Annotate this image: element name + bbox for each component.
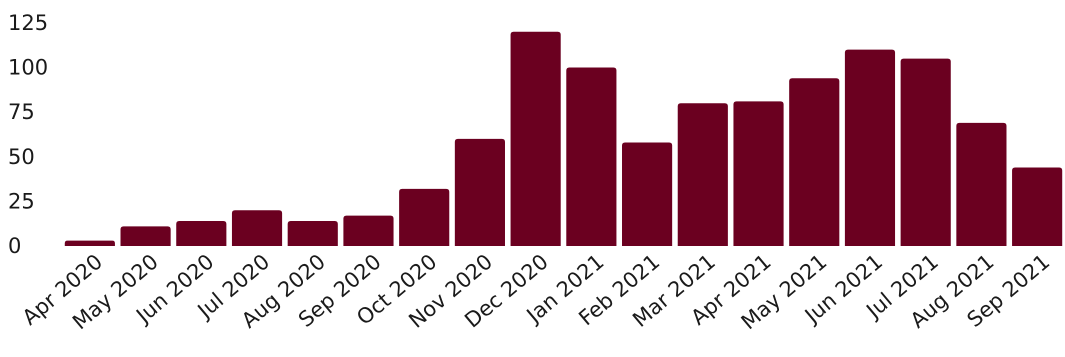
y-tick-label: 0 [8, 234, 21, 258]
y-tick-label: 50 [8, 145, 35, 169]
bar [622, 142, 673, 246]
bar [454, 138, 505, 246]
bar [733, 101, 784, 246]
bar [231, 210, 283, 246]
bar [343, 215, 394, 246]
bar [677, 103, 728, 246]
bar [176, 221, 227, 246]
bar [510, 31, 561, 246]
bar [64, 240, 115, 246]
bar [844, 49, 896, 247]
bar [789, 78, 840, 247]
y-tick-label: 100 [8, 56, 48, 80]
bars [64, 31, 1063, 247]
y-tick-label: 125 [8, 11, 48, 35]
bar [956, 122, 1007, 246]
y-axis: 0 25 50 75 100 125 [8, 11, 48, 258]
bar [900, 58, 951, 247]
bar [566, 67, 617, 246]
bar [287, 221, 338, 246]
bar [1012, 167, 1063, 246]
bar [120, 226, 171, 246]
bar [399, 188, 450, 246]
y-tick-label: 25 [8, 189, 35, 213]
y-tick-label: 75 [8, 100, 35, 124]
